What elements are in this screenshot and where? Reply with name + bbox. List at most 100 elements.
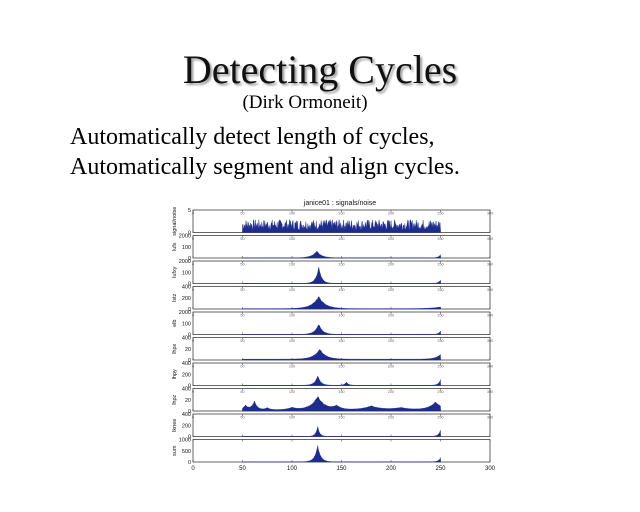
y-tick-label: 0 xyxy=(188,282,191,288)
panel-x-tick-label: 150 xyxy=(338,212,344,216)
y-tick-label: 0 xyxy=(188,358,191,364)
panel-x-tick-label: 300 xyxy=(487,416,493,420)
panel-x-tick-label: 200 xyxy=(388,390,394,394)
series-area-lufxy xyxy=(242,267,441,284)
panel-x-tick-label: 150 xyxy=(338,339,344,343)
panel-x-tick-label: 100 xyxy=(289,416,295,420)
panel-x-tick-label: 50 xyxy=(240,390,244,394)
panel-x-tick-label: 200 xyxy=(388,416,394,420)
panel-x-tick-label: 0 xyxy=(192,237,194,241)
panel-x-tick-label: 150 xyxy=(338,314,344,318)
panel-x-tick-label: 100 xyxy=(289,365,295,369)
y-tick-label: 100 xyxy=(182,321,191,327)
panel-x-tick-label: 150 xyxy=(338,365,344,369)
panel-x-tick-label: 0 xyxy=(192,339,194,343)
y-axis-label: lhpz xyxy=(172,394,178,404)
panel-x-tick-label: 200 xyxy=(388,263,394,267)
series-area-lhpx xyxy=(242,349,441,361)
series-area-lstz xyxy=(242,296,441,310)
panel-x-tick-label: 300 xyxy=(487,339,493,343)
series-area-lufx xyxy=(242,250,441,259)
slide-title: Detecting Cycles xyxy=(182,47,458,92)
panel-x-tick-label: 250 xyxy=(437,263,443,267)
y-tick-label: 2000 xyxy=(179,310,191,316)
panel-x-tick-label: 300 xyxy=(487,390,493,394)
y-tick-label: 20 xyxy=(185,347,191,353)
panel-x-tick-label: 100 xyxy=(289,339,295,343)
panel-x-tick-label: 0 xyxy=(192,390,194,394)
panel-x-tick-label: 150 xyxy=(338,263,344,267)
cycles-figure: janice01 : signals/noise 5 0 signal/noise 0… xyxy=(165,193,500,478)
y-axis-label: lhpx xyxy=(172,343,178,353)
panel-x-tick-label: 50 xyxy=(240,288,244,292)
panel-x-tick-label: 200 xyxy=(388,237,394,241)
panel-x-tick-label: 50 xyxy=(240,339,244,343)
panel-x-tick-label: 0 xyxy=(192,365,194,369)
series-area-lknee xyxy=(242,426,441,437)
panel-x-tick-label: 50 xyxy=(240,314,244,318)
y-tick-label: 2000 xyxy=(179,259,191,265)
slide-author: (Dirk Ormoneit) xyxy=(242,92,368,113)
panel-x-tick-label: 300 xyxy=(487,212,493,216)
x-tick-label: 200 xyxy=(386,466,397,472)
panel-x-tick-label: 250 xyxy=(437,288,443,292)
y-tick-label: 0 xyxy=(188,409,191,415)
panel-x-tick-label: 0 xyxy=(192,314,194,318)
y-axis-label: lufxy xyxy=(172,266,178,278)
y-tick-label: 0 xyxy=(188,256,191,262)
panel-x-tick-label: 100 xyxy=(289,212,295,216)
panel-x-tick-label: 200 xyxy=(388,339,394,343)
y-axis-label: elb xyxy=(172,320,178,327)
panel-x-tick-label: 150 xyxy=(338,237,344,241)
y-axis-label: lhpy xyxy=(172,369,178,379)
y-axis-label: lstz xyxy=(172,293,178,302)
bullet-item: Automatically segment and align cycles. xyxy=(70,154,460,180)
series-area-elb xyxy=(242,324,441,335)
x-tick-label: 250 xyxy=(435,466,446,472)
y-tick-label: 0 xyxy=(188,231,191,237)
bullet-item: Automatically detect length of cycles, xyxy=(70,124,435,150)
panel-x-tick-label: 50 xyxy=(240,365,244,369)
panel-x-tick-label: 250 xyxy=(437,237,443,241)
panel-x-tick-label: 0 xyxy=(192,288,194,292)
panel-x-tick-label: 100 xyxy=(289,263,295,267)
x-tick-label: 50 xyxy=(239,466,246,472)
panel-x-tick-label: 300 xyxy=(487,288,493,292)
panel-x-tick-label: 200 xyxy=(388,212,394,216)
y-tick-label: 20 xyxy=(185,398,191,404)
panel-x-tick-label: 0 xyxy=(192,416,194,420)
y-tick-label: 400 xyxy=(182,336,191,342)
panel-x-tick-label: 100 xyxy=(289,237,295,241)
y-tick-label: 200 xyxy=(182,372,191,378)
y-tick-label: 0 xyxy=(188,384,191,390)
x-tick-label: 0 xyxy=(191,466,195,472)
panel-x-tick-label: 50 xyxy=(240,237,244,241)
panel-x-tick-label: 250 xyxy=(437,339,443,343)
x-tick-label: 300 xyxy=(485,466,496,472)
panel-x-tick-label: 300 xyxy=(487,314,493,318)
panel-x-tick-label: 300 xyxy=(487,237,493,241)
y-axis-label: lufx xyxy=(172,242,178,251)
series-area-sum xyxy=(242,445,441,463)
bullet-list: Automatically detect length of cycles, A… xyxy=(70,122,460,182)
panel-frame xyxy=(192,439,491,463)
series-area-signals/noise xyxy=(242,218,441,233)
y-tick-label: 5 xyxy=(188,208,191,214)
chart-title: janice01 : signals/noise xyxy=(303,200,376,207)
panel-x-tick-label: 250 xyxy=(437,365,443,369)
y-tick-label: 100 xyxy=(182,245,191,251)
panel-x-tick-label: 100 xyxy=(289,314,295,318)
y-axis-label: lknee xyxy=(172,419,178,432)
y-tick-label: 0 xyxy=(188,333,191,339)
y-tick-label: 1000 xyxy=(179,438,191,444)
y-axis-label: signal/noise xyxy=(172,207,178,236)
y-tick-label: 400 xyxy=(182,285,191,291)
panel-x-tick-label: 150 xyxy=(338,390,344,394)
series-area-lhpz xyxy=(242,396,441,412)
y-tick-label: 2000 xyxy=(179,234,191,240)
panel-x-tick-label: 150 xyxy=(338,288,344,292)
panel-x-tick-label: 250 xyxy=(437,416,443,420)
y-tick-label: 400 xyxy=(182,412,191,418)
x-tick-label: 100 xyxy=(287,466,298,472)
